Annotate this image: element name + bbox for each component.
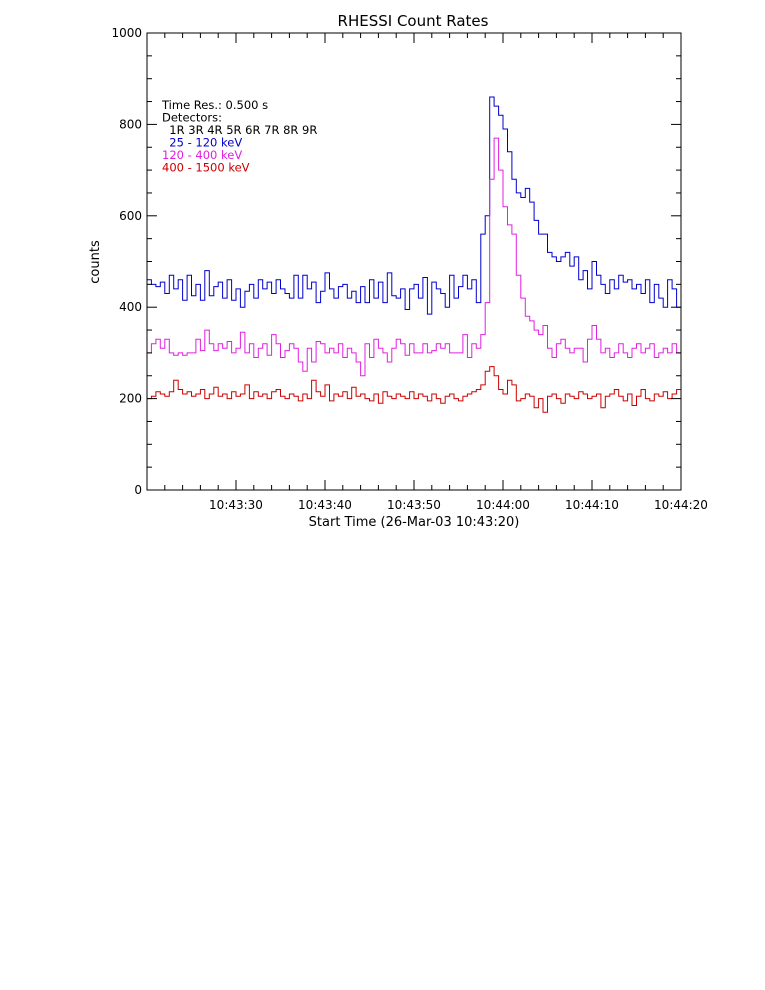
y-tick-label: 1000 <box>111 26 142 40</box>
series-line-2 <box>147 366 681 413</box>
x-tick-label: 10:43:30 <box>209 498 263 512</box>
x-tick-label: 10:43:40 <box>298 498 352 512</box>
y-tick-label: 800 <box>119 117 142 131</box>
x-tick-label: 10:44:00 <box>476 498 530 512</box>
x-tick-label: 10:43:50 <box>387 498 441 512</box>
legend-entry: 120 - 400 keV <box>162 148 242 162</box>
legend-entry: 25 - 120 keV <box>162 136 242 150</box>
x-tick-label: 10:44:10 <box>565 498 619 512</box>
y-axis-label: counts <box>88 240 103 284</box>
legend-entry: 1R 3R 4R 5R 6R 7R 8R 9R <box>162 123 317 137</box>
legend-entry: 400 - 1500 keV <box>162 161 250 175</box>
chart-title: RHESSI Count Rates <box>338 12 489 30</box>
series-layer <box>147 96 681 413</box>
y-tick-label: 200 <box>119 392 142 406</box>
x-axis-label: Start Time (26-Mar-03 10:43:20) <box>309 515 520 530</box>
legend-entry: Detectors: <box>162 111 222 125</box>
y-tick-label: 0 <box>134 483 142 497</box>
series-line-1 <box>147 137 681 377</box>
x-tick-label: 10:44:20 <box>654 498 708 512</box>
ticks-layer: 0 200 400 600 800 1000 10:43:30 10:43:40 10:43:5… <box>111 26 708 512</box>
y-tick-label: 400 <box>119 300 142 314</box>
series-line-0 <box>147 96 681 315</box>
legend-entry: Time Res.: 0.500 s <box>161 98 268 112</box>
y-tick-label: 600 <box>119 209 142 223</box>
